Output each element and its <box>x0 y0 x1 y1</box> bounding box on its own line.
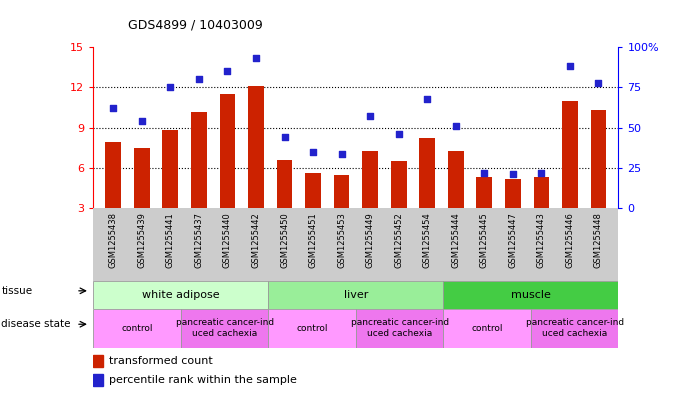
Text: liver: liver <box>343 290 368 300</box>
Text: GSM1255440: GSM1255440 <box>223 212 232 268</box>
Bar <box>356 309 444 348</box>
Bar <box>444 281 618 309</box>
Bar <box>268 281 444 309</box>
Text: control: control <box>471 324 503 332</box>
Point <box>108 105 119 112</box>
Point <box>193 76 205 83</box>
Bar <box>134 148 150 208</box>
Bar <box>248 86 264 208</box>
Text: GSM1255437: GSM1255437 <box>194 212 203 268</box>
Bar <box>533 177 549 208</box>
Bar <box>93 374 103 386</box>
Point <box>422 95 433 102</box>
Point <box>565 63 576 70</box>
Text: GSM1255453: GSM1255453 <box>337 212 346 268</box>
Text: control: control <box>122 324 153 332</box>
Bar <box>531 309 618 348</box>
Bar <box>93 355 103 367</box>
Text: percentile rank within the sample: percentile rank within the sample <box>109 375 297 385</box>
Text: transformed count: transformed count <box>109 356 213 366</box>
Point <box>279 134 290 141</box>
Text: white adipose: white adipose <box>142 290 220 300</box>
Point <box>365 113 376 119</box>
Text: GSM1255438: GSM1255438 <box>108 212 117 268</box>
Bar <box>477 177 492 208</box>
Bar <box>268 309 356 348</box>
Bar <box>419 138 435 208</box>
Text: GSM1255448: GSM1255448 <box>594 212 603 268</box>
Bar <box>181 309 268 348</box>
Point <box>393 131 404 137</box>
Bar <box>93 309 181 348</box>
Point <box>336 151 347 157</box>
Point <box>307 149 319 155</box>
Point <box>536 170 547 176</box>
Text: GSM1255447: GSM1255447 <box>509 212 518 268</box>
Text: disease state: disease state <box>1 319 71 329</box>
Text: GSM1255450: GSM1255450 <box>280 212 289 268</box>
Text: GSM1255446: GSM1255446 <box>565 212 574 268</box>
Bar <box>391 161 406 208</box>
Bar <box>191 112 207 208</box>
Bar <box>562 101 578 208</box>
Point <box>136 118 147 125</box>
Text: pancreatic cancer-ind
uced cachexia: pancreatic cancer-ind uced cachexia <box>526 318 624 338</box>
Bar <box>305 173 321 208</box>
Text: pancreatic cancer-ind
uced cachexia: pancreatic cancer-ind uced cachexia <box>176 318 274 338</box>
Text: pancreatic cancer-ind
uced cachexia: pancreatic cancer-ind uced cachexia <box>350 318 448 338</box>
Text: GSM1255444: GSM1255444 <box>451 212 460 268</box>
Bar <box>276 160 292 208</box>
Text: GSM1255442: GSM1255442 <box>252 212 261 268</box>
Point <box>250 55 261 62</box>
Text: GSM1255454: GSM1255454 <box>423 212 432 268</box>
Text: GSM1255443: GSM1255443 <box>537 212 546 268</box>
Point <box>479 170 490 176</box>
Bar <box>444 309 531 348</box>
Text: GSM1255452: GSM1255452 <box>394 212 403 268</box>
Point <box>507 171 518 178</box>
Text: muscle: muscle <box>511 290 551 300</box>
Text: GDS4899 / 10403009: GDS4899 / 10403009 <box>128 18 263 31</box>
Bar <box>591 110 606 208</box>
Bar <box>505 179 521 208</box>
Bar <box>93 281 268 309</box>
Bar <box>362 151 378 208</box>
Text: GSM1255445: GSM1255445 <box>480 212 489 268</box>
Bar <box>448 151 464 208</box>
Bar <box>220 94 235 208</box>
Point <box>593 79 604 86</box>
Text: tissue: tissue <box>1 286 32 296</box>
Text: GSM1255439: GSM1255439 <box>138 212 146 268</box>
Bar <box>334 175 350 208</box>
Point <box>451 123 462 129</box>
Text: GSM1255449: GSM1255449 <box>366 212 375 268</box>
Text: control: control <box>296 324 328 332</box>
Bar <box>106 143 121 208</box>
Point <box>222 68 233 75</box>
Text: GSM1255451: GSM1255451 <box>309 212 318 268</box>
Point <box>165 84 176 90</box>
Text: GSM1255441: GSM1255441 <box>166 212 175 268</box>
Bar <box>162 130 178 208</box>
